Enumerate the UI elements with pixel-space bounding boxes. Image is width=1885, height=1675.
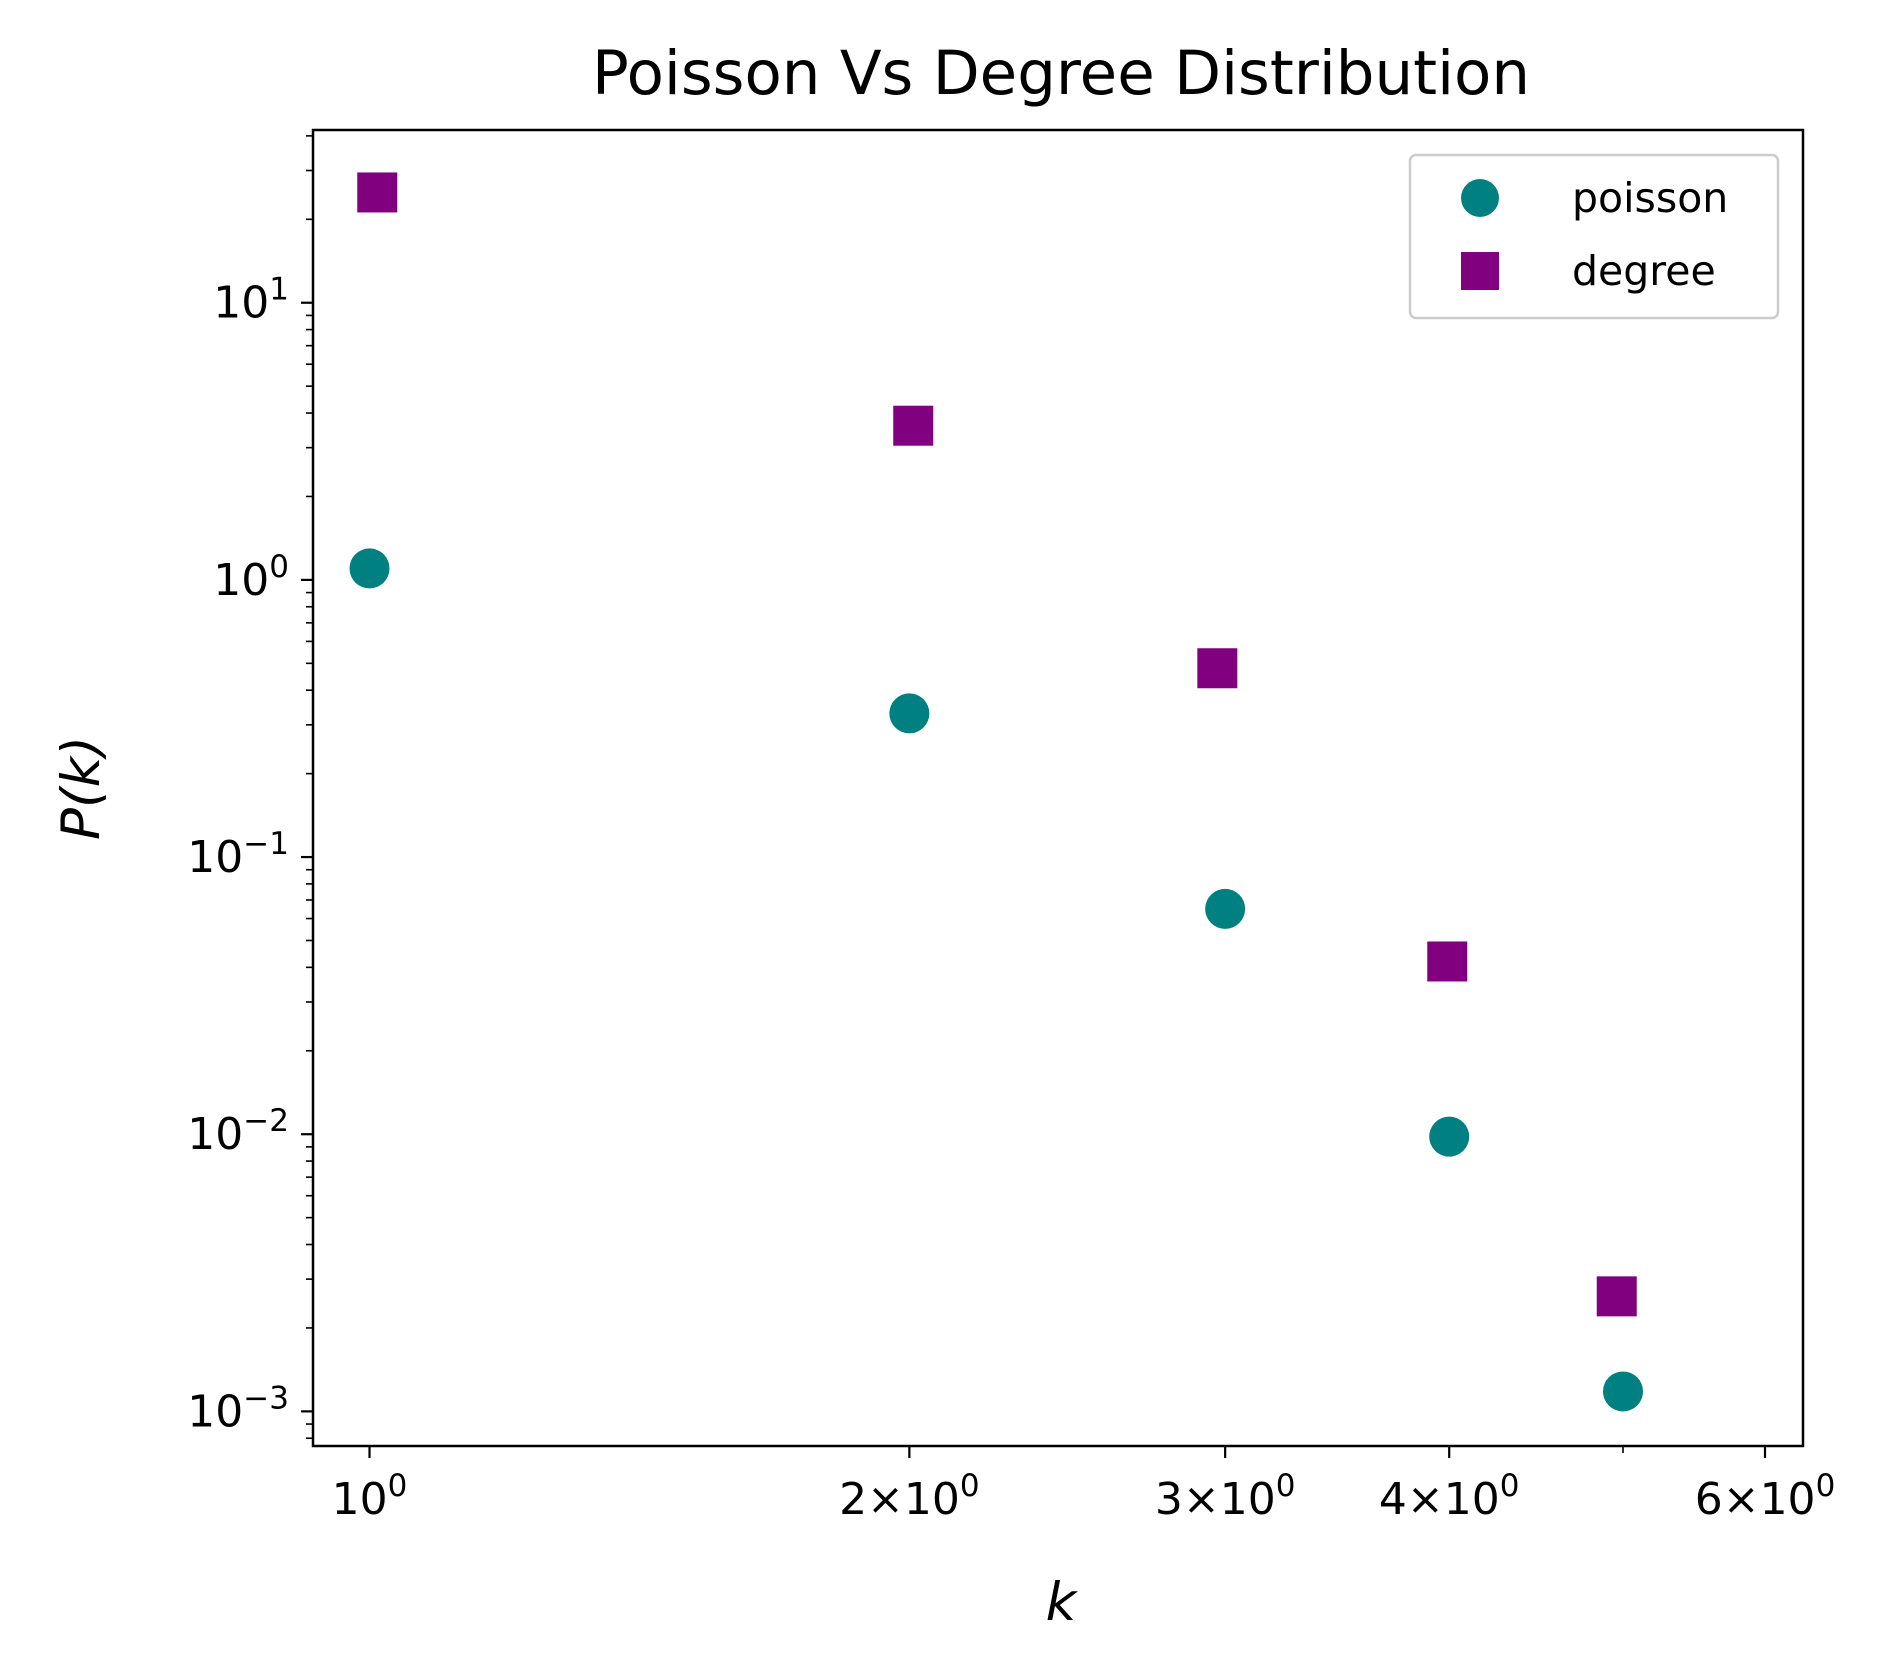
y-tick-label: 10−1 <box>187 826 289 883</box>
degree-point <box>893 405 934 446</box>
x-axis: 100 2×100 3×100 4×100 6×100 <box>332 1446 1836 1525</box>
y-axis: 10−3 10−2 10−1 100 101 <box>187 135 313 1440</box>
poisson-point <box>349 548 390 589</box>
y-tick-label: 101 <box>213 272 289 329</box>
degree-point <box>1596 1276 1637 1317</box>
poisson-point <box>1603 1371 1644 1412</box>
x-axis-label: k <box>1046 1572 1079 1633</box>
poisson-point <box>889 693 930 734</box>
legend-degree-marker <box>1461 252 1499 290</box>
x-tick-label: 3×100 <box>1155 1468 1296 1525</box>
y-tick-label: 100 <box>213 549 289 606</box>
plot-frame <box>311 128 1805 1448</box>
plot-area <box>349 172 1644 1412</box>
y-tick-label: 10−2 <box>187 1103 289 1160</box>
poisson-point <box>1205 888 1246 929</box>
degree-point <box>1197 648 1238 689</box>
y-axis-label: P(k) <box>51 736 112 840</box>
degree-point <box>357 172 398 213</box>
x-tick-label: 2×100 <box>839 1468 980 1525</box>
legend-poisson-label: poisson <box>1572 174 1728 222</box>
y-tick-label: 10−3 <box>187 1380 289 1437</box>
degree-point <box>1427 941 1468 982</box>
chart-title: Poisson Vs Degree Distribution <box>592 38 1530 109</box>
poisson-point <box>1429 1116 1470 1157</box>
legend: poisson degree <box>1408 153 1780 320</box>
x-tick-label: 100 <box>332 1468 408 1525</box>
x-tick-label: 6×100 <box>1695 1468 1836 1525</box>
legend-box <box>1408 153 1780 320</box>
legend-degree-label: degree <box>1572 247 1716 295</box>
x-tick-label: 4×100 <box>1379 1468 1520 1525</box>
legend-poisson-marker <box>1461 179 1499 217</box>
